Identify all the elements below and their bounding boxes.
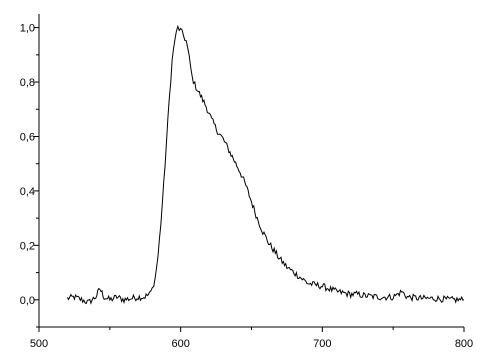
x-tick-label: 800 bbox=[455, 338, 473, 350]
x-tick-label: 500 bbox=[30, 338, 48, 350]
y-tick-label: 0,0 bbox=[20, 295, 35, 307]
y-tick-label: 0,4 bbox=[20, 186, 35, 198]
spectrum-line bbox=[66, 24, 465, 305]
y-axis-ticks: 0,0 0,2 0,4 0,6 0,8 1,0 bbox=[20, 23, 39, 328]
y-tick-label: 0,2 bbox=[20, 240, 35, 252]
y-tick-label: 0,8 bbox=[20, 77, 35, 89]
y-tick-label: 1,0 bbox=[20, 23, 35, 35]
y-tick-label: 0,6 bbox=[20, 131, 35, 143]
x-tick-label: 600 bbox=[171, 338, 189, 350]
x-axis-ticks: 500 600 700 800 bbox=[30, 327, 473, 350]
x-tick-label: 700 bbox=[313, 338, 331, 350]
